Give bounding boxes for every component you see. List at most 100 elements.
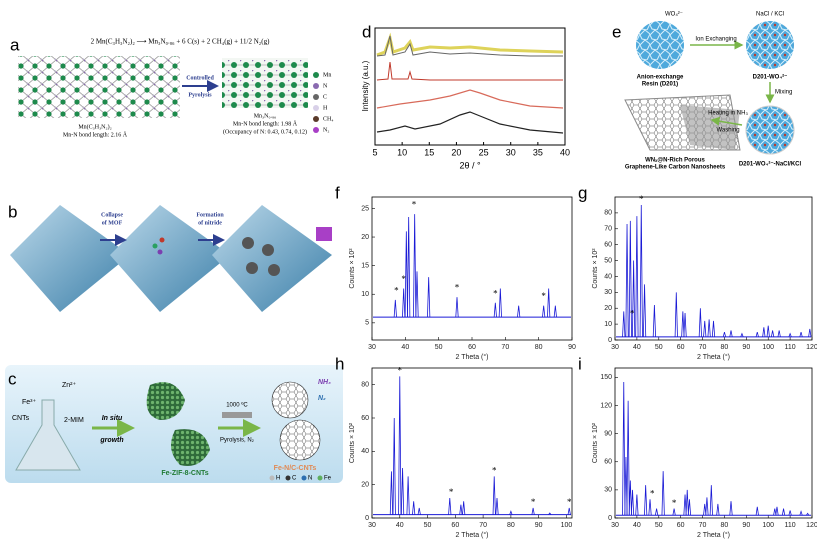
panel-h: h 30 40 50 60 70 80 90 100 0 20 40 60 80 2 Theta (°) Co… xyxy=(335,354,573,539)
y-tick-label: 30 xyxy=(604,487,612,494)
xrd-peak xyxy=(642,284,647,337)
x-tick-label: 40 xyxy=(633,344,641,351)
xrd-peak xyxy=(773,508,777,516)
peak-marker: * xyxy=(492,465,497,475)
xrd-peak xyxy=(709,485,713,516)
y-tick-label: 25 xyxy=(361,205,369,212)
xrd-peak xyxy=(722,331,727,337)
ion-label: WO₄²⁻ xyxy=(665,12,683,18)
xrd-peak xyxy=(632,260,636,337)
legend-entry: Mn xyxy=(323,72,331,78)
x-axis: 5 10 15 20 25 30 35 40 xyxy=(372,142,570,157)
panel-label: c xyxy=(8,369,17,388)
peak-marker: * xyxy=(567,497,572,507)
x-axis-label: 2 Theta (°) xyxy=(455,531,488,539)
step-label: 1000 ºC xyxy=(226,402,248,409)
x-tick-label: 70 xyxy=(699,522,707,529)
xrd-peak xyxy=(495,497,499,515)
xrd-peak xyxy=(498,288,502,318)
xrd-peak xyxy=(417,507,421,515)
step-label: Washing xyxy=(716,128,739,134)
y-axis-label: Counts × 10² xyxy=(349,248,356,289)
y-tick-label: 90 xyxy=(604,430,612,437)
legend-entry: N₂ xyxy=(323,127,329,133)
y-tick-label: 5 xyxy=(365,320,369,327)
xrd-peak xyxy=(771,330,775,337)
x-tick-label: 50 xyxy=(655,522,663,529)
x-tick-label: 110 xyxy=(785,344,796,351)
peak-marker: * xyxy=(412,200,417,210)
x-tick-label: 40 xyxy=(560,147,570,157)
caption: Graphene-Like Carbon Nanosheets xyxy=(625,165,726,171)
y-tick-label: 0 xyxy=(608,515,612,522)
x-axis-label: 2θ / ° xyxy=(459,160,481,170)
y-tick-label: 30 xyxy=(604,289,612,296)
xrd-peak xyxy=(685,489,689,516)
xrd-peak xyxy=(755,331,759,337)
xrd-curve xyxy=(376,35,563,57)
step-label: Pyrolysis, N₂ xyxy=(220,438,255,444)
plot-frame xyxy=(614,367,813,519)
y-tick-label: 60 xyxy=(604,459,612,466)
furnace xyxy=(222,412,252,418)
xrd-peak xyxy=(687,499,692,516)
resin-bead xyxy=(746,21,794,69)
caption: Mn₃N₀.₈₆ xyxy=(254,113,277,119)
x-tick-label: 50 xyxy=(435,344,443,351)
caption: Resin (D201) xyxy=(642,82,678,88)
cnt-cage xyxy=(271,381,309,419)
step-label: Ion Exchanging xyxy=(695,37,736,43)
legend-swatch xyxy=(269,475,275,481)
x-tick-label: 30 xyxy=(506,147,516,157)
x-tick-label: 90 xyxy=(568,344,576,351)
panel-c: c Fe³⁺ Zn²⁺ CNTs 2-MIM In situ growth Fe… xyxy=(5,365,343,483)
y-tick-label: 50 xyxy=(604,257,612,264)
legend-entry: N xyxy=(323,83,328,89)
xrd-peak xyxy=(762,327,766,337)
particle xyxy=(268,264,280,276)
xrd-peak xyxy=(705,497,709,516)
particle xyxy=(262,244,274,256)
peak-marker: * xyxy=(455,283,460,293)
legend-swatch xyxy=(313,127,319,133)
arrow xyxy=(710,116,743,126)
peak-marker: * xyxy=(650,489,655,499)
xrd-peak xyxy=(635,216,639,337)
particle xyxy=(242,237,254,249)
x-tick-label: 40 xyxy=(633,522,641,529)
xrd-peak xyxy=(531,507,535,515)
caption: D201-WO₄²⁻-NaCl/KCl xyxy=(739,161,802,168)
peak-marker: * xyxy=(449,487,454,497)
panel-label: h xyxy=(335,354,344,373)
x-tick-label: 15 xyxy=(424,147,434,157)
xrd-peak xyxy=(462,501,466,515)
xrd-peak xyxy=(652,305,656,337)
caption: (Occupancy of N: 0.43, 0.74, 0.12) xyxy=(223,128,307,135)
xrd-peak xyxy=(806,512,810,516)
y-tick-label: 10 xyxy=(361,291,369,298)
x-tick-label: 20 xyxy=(451,147,461,157)
xrd-peak xyxy=(392,417,396,515)
xrd-peak xyxy=(398,376,402,515)
x-tick-label: 50 xyxy=(424,522,432,529)
legend-swatch xyxy=(285,475,291,481)
panel-e: e WO₄²⁻ NaCl / KCl Ion Exchanging Anion-… xyxy=(612,12,802,171)
gas-label: N₂ xyxy=(318,395,326,402)
equation: 2 Mn(C₃H₃N₂)₂ ⟶ Mn₃N₀.₈₆ + 6 C(s) + 2 CH… xyxy=(91,38,270,46)
xrd-peak xyxy=(788,510,792,516)
legend-swatch xyxy=(301,475,307,481)
step-label: In situ xyxy=(102,415,123,422)
legend-entry: Fe xyxy=(324,476,332,482)
xrd-peak xyxy=(703,320,707,337)
legend: H C N Fe xyxy=(269,475,332,482)
reagent: Zn²⁺ xyxy=(62,382,77,389)
caption: Mn-N bond length: 1.98 Å xyxy=(233,119,298,127)
xrd-peak xyxy=(788,332,792,337)
xrd-peak xyxy=(567,507,571,515)
xrd-peak xyxy=(402,288,406,318)
xrd-curve xyxy=(376,89,564,109)
peak-marker: * xyxy=(401,274,406,284)
xrd-peak xyxy=(698,308,702,337)
step-label: growth xyxy=(99,437,123,444)
xrd-peak xyxy=(448,497,452,515)
